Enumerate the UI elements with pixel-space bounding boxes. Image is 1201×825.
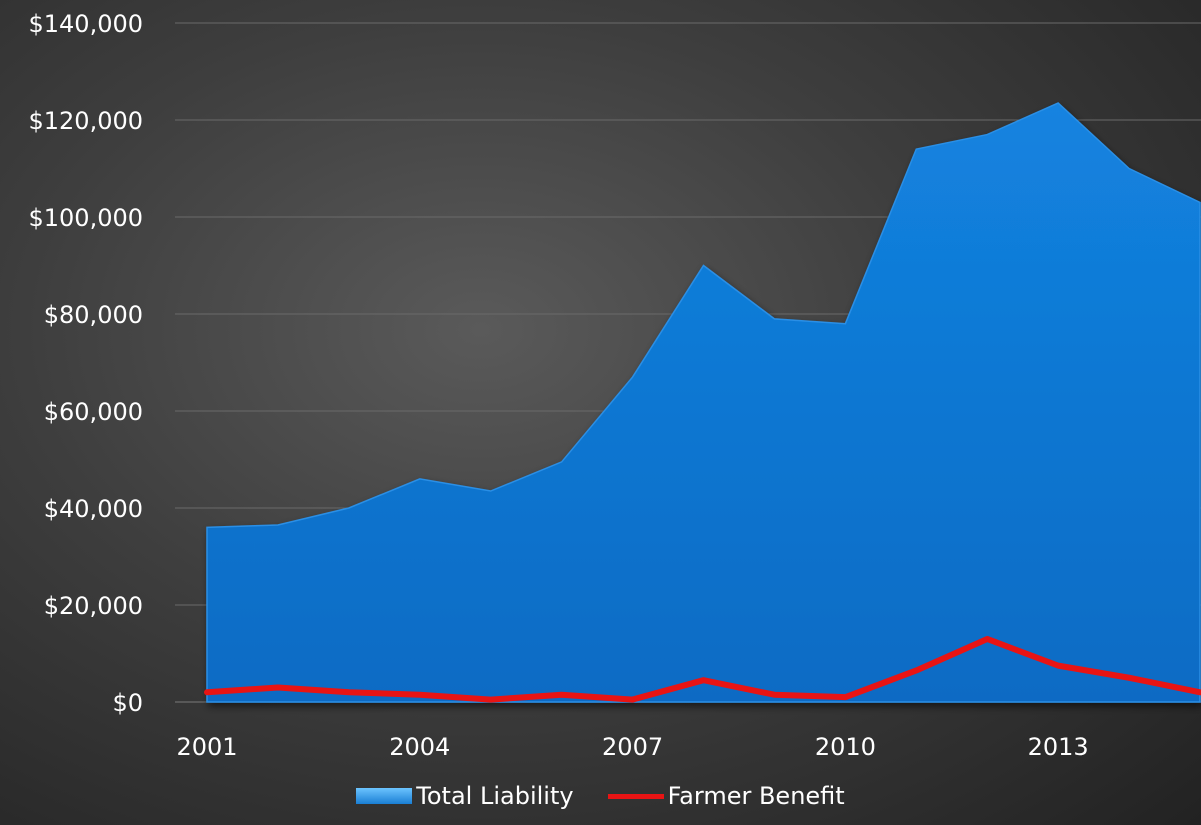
legend: Total Liability Farmer Benefit <box>0 782 1201 810</box>
x-tick-label: 2007 <box>602 733 663 761</box>
y-tick-label: $120,000 <box>28 107 143 135</box>
x-axis-tick-labels: 2001 2004 2007 2010 2013 <box>176 733 1088 761</box>
x-tick-label: 2013 <box>1028 733 1089 761</box>
area-series-total-liability <box>206 102 1201 703</box>
line-series-farmer-benefit <box>204 635 1201 703</box>
y-tick-label: $0 <box>112 689 143 717</box>
y-tick-label: $80,000 <box>44 301 143 329</box>
legend-item-farmer-benefit: Farmer Benefit <box>607 782 845 810</box>
y-tick-label: $140,000 <box>28 10 143 38</box>
y-tick-label: $40,000 <box>44 495 143 523</box>
area-fill <box>206 102 1201 703</box>
x-tick-label: 2010 <box>815 733 876 761</box>
legend-label: Farmer Benefit <box>667 782 845 810</box>
y-axis-tick-labels: $0 $20,000 $40,000 $60,000 $80,000 $100,000 $1… <box>28 10 143 717</box>
legend-swatch-area <box>356 788 413 804</box>
y-tick-label: $60,000 <box>44 398 143 426</box>
farmer-benefit-line <box>204 635 1201 703</box>
x-tick-label: 2001 <box>176 733 237 761</box>
legend-item-total-liability: Total Liability <box>356 782 574 810</box>
y-tick-label: $100,000 <box>28 204 143 232</box>
legend-label: Total Liability <box>416 782 574 810</box>
x-tick-label: 2004 <box>389 733 450 761</box>
y-tick-label: $20,000 <box>44 592 143 620</box>
legend-swatch-line <box>607 793 664 799</box>
